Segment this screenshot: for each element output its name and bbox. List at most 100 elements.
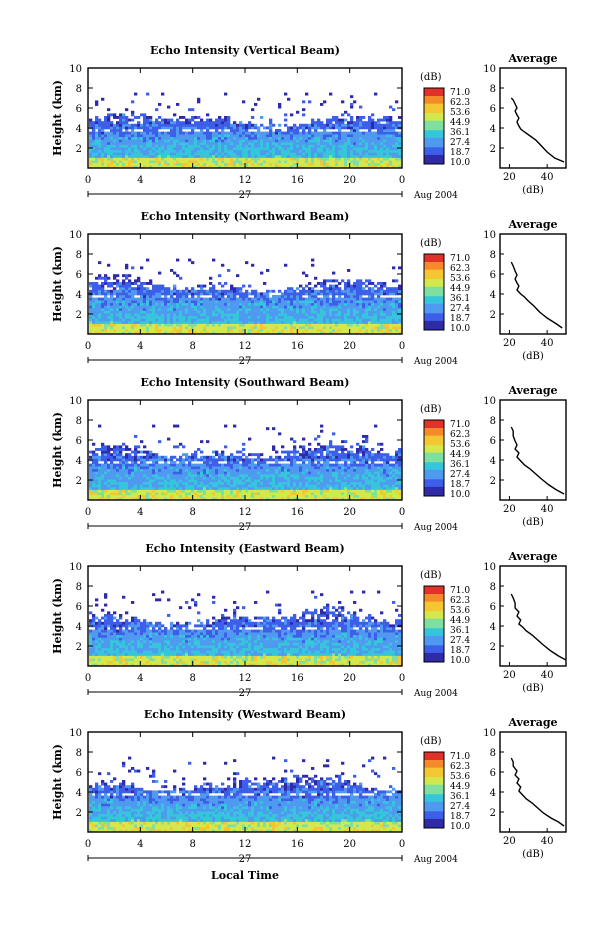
heatmap-cell xyxy=(386,149,390,153)
heatmap-cell xyxy=(155,152,159,156)
heatmap-cell xyxy=(281,149,285,153)
heatmap-cell xyxy=(233,129,237,132)
heatmap-cell xyxy=(215,129,219,132)
heatmap-cell xyxy=(227,121,231,125)
heatmap-cell xyxy=(245,129,249,132)
heatmap-cell xyxy=(227,131,231,135)
heatmap-cell xyxy=(224,331,228,335)
heatmap-cell xyxy=(245,318,249,322)
heatmap-cell xyxy=(200,323,204,327)
heatmap-cell xyxy=(383,149,387,153)
heatmap-cell xyxy=(221,471,225,475)
heatmap-cell xyxy=(89,326,93,330)
heatmap-cell xyxy=(236,123,240,127)
heatmap-cell xyxy=(317,155,321,158)
heatmap-cell xyxy=(155,474,159,477)
heatmap-cell xyxy=(89,152,93,156)
heatmap-cell xyxy=(176,289,180,293)
heatmap-cell xyxy=(395,131,399,135)
heatmap-cell xyxy=(152,134,156,138)
heatmap-cell xyxy=(353,308,357,311)
heatmap-cell xyxy=(284,118,288,122)
heatmap-cell xyxy=(110,113,114,117)
heatmap-cell xyxy=(290,155,294,158)
heatmap-cell xyxy=(155,129,159,132)
heatmap-cell xyxy=(137,468,141,472)
heatmap-cell xyxy=(152,463,156,467)
heatmap-cell xyxy=(158,310,162,314)
heatmap-cell xyxy=(146,484,150,488)
heatmap-cell xyxy=(284,152,288,156)
heatmap-cell xyxy=(161,134,165,138)
heatmap-cell xyxy=(305,144,309,148)
heatmap-cell xyxy=(284,147,288,151)
heatmap-cell xyxy=(227,155,231,158)
heatmap-cell xyxy=(377,297,381,301)
heatmap-cell xyxy=(386,331,390,335)
heatmap-cell xyxy=(221,300,225,304)
heatmap-cell xyxy=(185,149,189,153)
heatmap-cell xyxy=(89,463,93,467)
heatmap-cell xyxy=(110,282,114,285)
heatmap-cell xyxy=(314,149,318,153)
heatmap-cell xyxy=(143,458,147,462)
heatmap-cell xyxy=(236,287,240,291)
heatmap-cell xyxy=(167,489,171,493)
heatmap-cell xyxy=(356,121,360,125)
heatmap-cell xyxy=(347,295,351,298)
heatmap-cell xyxy=(395,121,399,125)
heatmap-cell xyxy=(116,323,120,327)
heatmap-cell xyxy=(203,308,207,311)
heatmap-cell xyxy=(251,323,255,327)
heatmap-cell xyxy=(143,310,147,314)
heatmap-cell xyxy=(323,162,327,166)
heatmap-cell xyxy=(359,157,363,161)
heatmap-cell xyxy=(224,466,228,470)
heatmap-cell xyxy=(179,123,183,127)
heatmap-cell xyxy=(206,468,210,472)
heatmap-cell xyxy=(179,305,183,309)
heatmap-cell xyxy=(287,126,291,130)
heatmap-cell xyxy=(374,313,378,317)
heatmap-cell xyxy=(227,269,231,272)
heatmap-cell xyxy=(224,144,228,148)
heatmap-cell xyxy=(104,455,108,459)
heatmap-cell xyxy=(203,461,207,464)
heatmap-cell xyxy=(146,142,150,145)
heatmap-cell xyxy=(305,160,309,164)
heatmap-cell xyxy=(140,162,144,166)
heatmap-cell xyxy=(248,308,252,311)
heatmap-cell xyxy=(257,321,261,324)
heatmap-cell xyxy=(209,481,213,485)
heatmap-cell xyxy=(149,162,153,166)
heatmap-cell xyxy=(386,160,390,164)
heatmap-cell xyxy=(149,144,153,148)
heatmap-cell xyxy=(122,308,126,311)
heatmap-cell xyxy=(326,126,330,130)
heatmap-cell xyxy=(389,289,393,293)
heatmap-cell xyxy=(350,313,354,317)
heatmap-cell xyxy=(206,321,210,324)
heatmap-cell xyxy=(179,471,183,475)
heatmap-cell xyxy=(173,313,177,317)
heatmap-cell xyxy=(185,123,189,127)
heatmap-cell xyxy=(236,134,240,138)
heatmap-cell xyxy=(341,165,345,169)
heatmap-cell xyxy=(224,497,228,501)
heatmap-cell xyxy=(92,155,96,158)
heatmap-cell xyxy=(233,326,237,330)
heatmap-cell xyxy=(314,331,318,335)
heatmap-cell xyxy=(107,463,111,467)
heatmap-cell xyxy=(149,118,153,122)
heatmap-cell xyxy=(161,479,165,483)
heatmap-cell xyxy=(332,321,336,324)
heatmap-cell xyxy=(158,144,162,148)
heatmap-cell xyxy=(320,126,324,130)
heatmap-cell xyxy=(224,476,228,480)
heatmap-cell xyxy=(221,263,225,267)
heatmap-cell xyxy=(203,121,207,125)
heatmap-cell xyxy=(281,165,285,169)
heatmap-cell xyxy=(353,305,357,309)
heatmap-cell xyxy=(146,136,150,140)
heatmap-cell xyxy=(344,323,348,327)
